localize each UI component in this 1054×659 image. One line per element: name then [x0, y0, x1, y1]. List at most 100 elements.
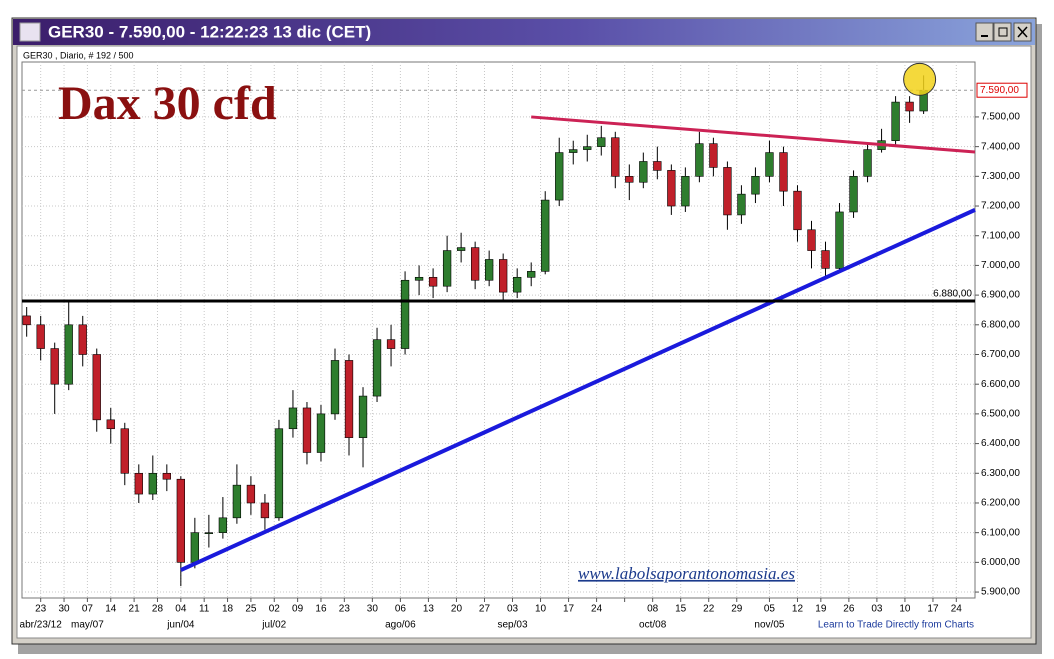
candle-body — [639, 161, 648, 183]
candle-body — [527, 271, 536, 278]
candle-body — [400, 279, 410, 349]
y-tick-label: 7.100,00 — [981, 230, 1020, 241]
close-glyph — [1017, 26, 1028, 38]
candle-body — [106, 419, 115, 430]
highlight-circle — [903, 62, 937, 96]
candle-body — [414, 276, 424, 281]
y-tick-label: 5.900,00 — [981, 587, 1020, 598]
candle-body — [737, 193, 746, 216]
x-tick-label: 29 — [731, 604, 743, 615]
x-month-label: abr/23/12 — [20, 620, 63, 631]
candle-body — [190, 532, 200, 563]
x-tick-label: 11 — [199, 604, 210, 615]
candle-body — [22, 315, 31, 326]
candle-body — [485, 259, 494, 281]
x-tick-label: 05 — [764, 604, 776, 615]
x-tick-label: 03 — [871, 604, 883, 615]
candle-body — [204, 532, 214, 534]
x-tick-label: 04 — [175, 604, 187, 615]
candle-body — [807, 229, 816, 251]
x-tick-label: 10 — [899, 604, 911, 615]
x-tick-label: 08 — [647, 604, 659, 615]
chart-heading: Dax 30 cfd — [58, 77, 277, 130]
candle-body — [470, 247, 480, 281]
candle-body — [218, 517, 228, 533]
x-tick-label: 07 — [82, 604, 94, 615]
x-tick-label: 22 — [703, 604, 715, 615]
candle-body — [905, 101, 914, 112]
x-month-label: may/07 — [71, 620, 104, 631]
candle-body — [849, 176, 858, 213]
candle-body — [765, 152, 774, 177]
y-tick-label: 6.400,00 — [981, 438, 1020, 449]
candle-body — [64, 324, 73, 385]
candle-body — [541, 199, 550, 272]
x-tick-label: 28 — [152, 604, 164, 615]
x-month-label: jul/02 — [261, 620, 286, 631]
candle-body — [723, 167, 732, 216]
y-tick-label: 6.600,00 — [981, 379, 1020, 390]
candle-body — [695, 143, 704, 177]
x-tick-label: 24 — [591, 604, 603, 615]
candle-body — [330, 360, 340, 415]
candle-body — [835, 211, 844, 269]
candle-body — [260, 502, 270, 519]
minimize-button[interactable] — [975, 22, 994, 42]
candle-body — [583, 146, 592, 150]
x-tick-label: 17 — [563, 604, 575, 615]
candle-body — [288, 407, 298, 430]
x-tick-label: 14 — [105, 604, 117, 615]
candle-body — [148, 472, 157, 495]
candle-body — [120, 428, 129, 474]
candle-body — [681, 176, 690, 207]
candle-body — [891, 101, 900, 141]
watermark-link[interactable]: www.labolsaporantonomasia.es — [578, 564, 795, 583]
x-tick-label: 10 — [535, 604, 547, 615]
x-tick-label: 13 — [423, 604, 435, 615]
candle-body — [709, 143, 718, 168]
candle-body — [134, 472, 143, 495]
footer-link[interactable]: Learn to Trade Directly from Charts — [818, 620, 974, 631]
candle-body — [863, 149, 872, 177]
x-tick-label: 24 — [951, 604, 963, 615]
candle-body — [176, 478, 185, 563]
y-tick-label: 6.900,00 — [981, 290, 1020, 301]
window-icon — [19, 22, 41, 42]
candle-body — [442, 250, 452, 287]
y-tick-label: 6.500,00 — [981, 409, 1020, 420]
x-month-label: sep/03 — [497, 620, 527, 631]
y-tick-label: 7.500,00 — [981, 112, 1020, 123]
candle-body — [92, 354, 101, 421]
y-tick-label: 7.000,00 — [981, 260, 1020, 271]
candle-body — [232, 484, 242, 519]
candle-body — [499, 259, 508, 293]
candle-body — [751, 176, 760, 195]
window-buttons[interactable] — [975, 22, 1032, 42]
x-tick-label: 27 — [479, 604, 491, 615]
candle-body — [50, 348, 59, 385]
y-tick-label: 6.800,00 — [981, 319, 1020, 330]
plot-area — [21, 61, 976, 599]
candle-body — [667, 170, 676, 207]
restore-button[interactable] — [993, 22, 1012, 42]
candle-body — [555, 152, 564, 201]
support-label: 6.880,00 — [933, 289, 972, 300]
candle-body — [456, 247, 466, 251]
y-tick-label: 7.300,00 — [981, 171, 1020, 182]
candle-body — [36, 324, 45, 349]
y-tick-label: 6.200,00 — [981, 498, 1020, 509]
x-month-label: oct/08 — [639, 620, 667, 631]
last-price-box — [976, 82, 1028, 98]
x-tick-label: 26 — [843, 604, 855, 615]
x-tick-label: 16 — [315, 604, 327, 615]
x-tick-label: 17 — [927, 604, 939, 615]
candle-body — [162, 472, 171, 480]
candle-body — [274, 428, 284, 519]
candle-body — [653, 161, 662, 171]
x-tick-label: 23 — [35, 604, 47, 615]
restore-glyph — [998, 27, 1008, 37]
candle-body — [78, 324, 87, 355]
candle-body — [246, 484, 256, 504]
candle-body — [386, 339, 396, 349]
